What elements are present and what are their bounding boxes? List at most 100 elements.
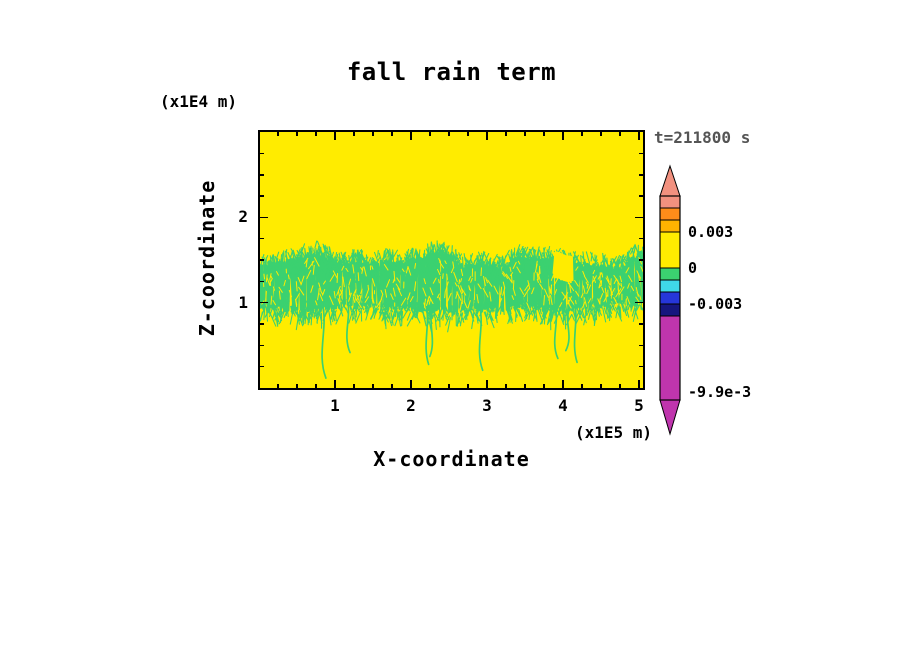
x-tick-label: 2 [406, 396, 416, 415]
y-axis-tick [260, 174, 264, 176]
colorbar: 0.003 0 -0.003 -9.9e-3 [659, 164, 751, 436]
x-axis-unit-label: (x1E5 m) [574, 423, 652, 442]
x-axis-tick [391, 384, 393, 388]
y-tick-label: 2 [238, 207, 248, 227]
y-axis-tick-right [639, 344, 643, 347]
colorbar-top-arrow [659, 164, 681, 197]
band-notch [552, 251, 574, 284]
chart-title: fall rain term [346, 58, 557, 86]
x-axis-tick [562, 380, 564, 388]
x-axis-tick-top [467, 132, 469, 136]
colorbar-segment [660, 196, 680, 208]
x-axis-tick-top [524, 132, 526, 136]
y-axis-tick-right [639, 195, 643, 197]
y-axis-tick-right [639, 152, 643, 155]
plot-area [258, 130, 645, 390]
x-axis-tick [334, 380, 336, 388]
x-axis-tick [543, 384, 545, 388]
x-axis-tick [467, 384, 469, 388]
band-wisp [553, 304, 559, 360]
field-plot [260, 240, 643, 379]
x-axis-tick-top [277, 132, 279, 136]
y-axis-title: Z-coordinate [195, 179, 219, 337]
x-axis-tick-top [638, 132, 640, 140]
colorbar-outline [659, 195, 681, 401]
x-tick-label: 5 [634, 396, 644, 415]
y-axis-tick [260, 365, 264, 368]
y-axis-tick-right [639, 365, 643, 368]
band-wisp [564, 305, 570, 352]
colorbar-label: -0.003 [688, 295, 742, 313]
x-axis-tick-top [543, 132, 545, 136]
colorbar-bottom-arrow [659, 399, 681, 436]
x-axis-tick [581, 384, 583, 388]
y-axis-unit-label: (x1E4 m) [160, 92, 238, 111]
x-axis-tick [448, 384, 450, 388]
x-axis-tick-top [562, 132, 564, 140]
x-axis-tick [429, 384, 431, 388]
band-wisp [425, 305, 430, 366]
y-axis-tick-right [639, 280, 643, 283]
y-axis-tick [260, 280, 264, 283]
x-axis-tick-top [315, 132, 317, 136]
band-wisp [321, 303, 327, 379]
y-axis-tick-right [639, 174, 643, 176]
x-axis-tick-top [296, 132, 298, 136]
colorbar-label: 0 [688, 259, 697, 277]
x-axis-tick-top [410, 132, 412, 140]
y-axis-tick [260, 195, 264, 197]
y-axis-tick-right [639, 237, 643, 240]
x-axis-tick [372, 384, 374, 388]
x-axis-tick-top [600, 132, 602, 136]
colorbar-label: 0.003 [688, 223, 733, 241]
band-bottom-fringe [260, 294, 643, 333]
colorbar-label: -9.9e-3 [688, 383, 751, 401]
y-axis-tick [260, 259, 264, 261]
colorbar-segment [660, 220, 680, 232]
x-axis-tick-top [429, 132, 431, 136]
x-axis-tick [296, 384, 298, 388]
colorbar-segment [660, 304, 680, 316]
x-axis-tick-top [372, 132, 374, 136]
x-axis-tick-top [619, 132, 621, 136]
x-axis-tick [486, 380, 488, 388]
x-axis-tick [353, 384, 355, 388]
x-axis-tick [600, 384, 602, 388]
colorbar-segment [660, 280, 680, 292]
band-wisp [346, 298, 351, 354]
x-axis-tick [410, 380, 412, 388]
y-axis-tick [260, 216, 268, 219]
colorbar-segment [660, 316, 680, 400]
x-tick-label: 1 [330, 396, 340, 415]
x-axis-title: X-coordinate [373, 447, 530, 471]
x-axis-tick-top [486, 132, 488, 140]
x-axis-tick-top [391, 132, 393, 136]
band-speckle [261, 257, 643, 312]
x-tick-label: 3 [482, 396, 492, 415]
x-axis-tick-top [505, 132, 507, 136]
y-axis-tick-right [635, 216, 643, 219]
band-wisp [478, 305, 484, 372]
y-axis-tick [260, 237, 264, 240]
x-axis-tick [619, 384, 621, 388]
band-wisp [428, 308, 434, 358]
y-axis-tick-right [639, 259, 643, 261]
y-tick-label: 1 [238, 292, 248, 312]
y-axis-tick [260, 301, 268, 304]
x-axis-tick [315, 384, 317, 388]
x-axis-tick [638, 380, 640, 388]
x-tick-label: 4 [558, 396, 568, 415]
y-axis-tick [260, 323, 264, 325]
colorbar-segment [660, 232, 680, 268]
x-axis-tick [524, 384, 526, 388]
colorbar-segment [660, 208, 680, 220]
y-axis-tick [260, 344, 264, 347]
x-axis-tick-top [581, 132, 583, 136]
x-axis-tick-top [353, 132, 355, 136]
colorbar-segment [660, 292, 680, 304]
x-axis-tick [277, 384, 279, 388]
x-axis-tick-top [448, 132, 450, 136]
y-axis-tick-right [639, 323, 643, 325]
x-axis-tick-top [334, 132, 336, 140]
